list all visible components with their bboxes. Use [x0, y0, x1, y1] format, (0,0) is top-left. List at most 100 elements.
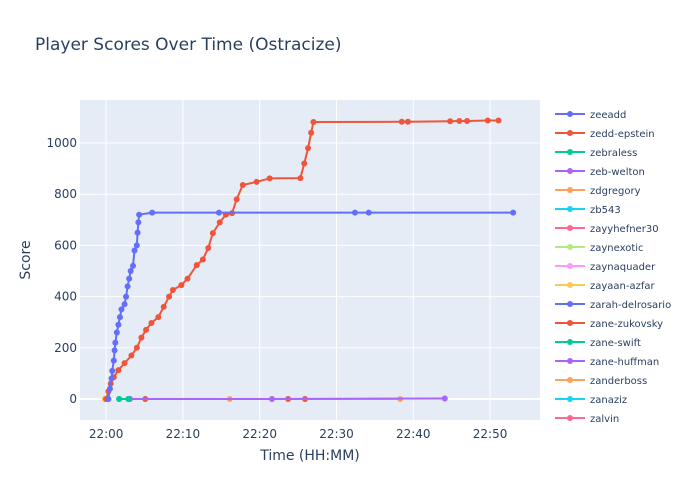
legend-marker-icon	[567, 320, 573, 326]
data-point	[123, 293, 130, 300]
legend-item-zanderboss[interactable]: zanderboss	[555, 376, 647, 387]
y-tick-label: 200	[54, 341, 77, 355]
data-point	[297, 175, 304, 182]
data-point	[305, 145, 312, 152]
data-point	[447, 118, 454, 125]
legend-item-zedd-epstein[interactable]: zedd-epstein	[555, 129, 655, 140]
y-axis-label: Score	[18, 240, 34, 279]
legend-marker-icon	[567, 358, 573, 364]
legend-label: zayyhefner30	[590, 224, 659, 235]
y-tick-label: 400	[54, 290, 77, 304]
data-point	[125, 396, 132, 403]
y-tick-label: 600	[54, 238, 77, 252]
plot-area[interactable]	[80, 100, 540, 420]
data-point	[138, 334, 145, 341]
legend-item-zdgregory[interactable]: zdgregory	[555, 186, 641, 197]
legend-item-zaynexotic[interactable]: zaynexotic	[555, 243, 644, 254]
data-point	[205, 244, 212, 251]
data-point	[308, 129, 315, 136]
data-point	[398, 118, 405, 125]
data-point	[105, 396, 112, 403]
series-line	[129, 397, 445, 401]
legend-item-zalvin[interactable]: zalvin	[555, 414, 619, 425]
legend-item-zarah-delrosario[interactable]: zarah-delrosario	[555, 300, 671, 311]
data-point	[484, 117, 491, 124]
legend-item-zeeadd[interactable]: zeeadd	[555, 110, 626, 121]
data-point	[178, 282, 185, 289]
data-point	[118, 306, 125, 313]
legend-item-zb543[interactable]: zb543	[555, 205, 621, 216]
data-point	[166, 293, 173, 300]
legend-item-zayaan-azfar[interactable]: zayaan-azfar	[555, 281, 656, 292]
legend-label: zane-swift	[590, 338, 641, 349]
data-point	[301, 160, 308, 167]
legend-marker-icon	[567, 339, 573, 345]
data-point	[233, 196, 240, 203]
legend-label: zanaziz	[590, 395, 627, 406]
data-point	[216, 219, 223, 226]
data-point	[115, 321, 122, 328]
data-point	[351, 209, 358, 216]
series-line	[105, 119, 499, 400]
legend-marker-icon	[567, 396, 573, 402]
data-point	[268, 396, 275, 403]
legend-label: zb543	[590, 205, 621, 216]
data-point	[160, 303, 167, 310]
data-point	[126, 275, 133, 282]
data-point	[365, 209, 372, 216]
legend-item-zaynaquader[interactable]: zaynaquader	[555, 262, 656, 273]
data-point	[136, 211, 143, 218]
data-point	[116, 314, 123, 321]
series-zeeadd	[105, 209, 517, 403]
data-point	[121, 301, 128, 308]
legend-label: zeeadd	[590, 110, 626, 121]
data-point	[112, 339, 119, 346]
data-point	[310, 119, 317, 126]
legend-item-zane-huffman[interactable]: zane-huffman	[555, 357, 659, 368]
legend-label: zane-huffman	[590, 357, 659, 368]
data-point	[113, 329, 120, 336]
data-point	[155, 314, 162, 321]
data-point	[149, 209, 156, 216]
data-point	[266, 175, 273, 182]
data-point	[184, 275, 191, 282]
y-tick-label: 1000	[46, 136, 77, 150]
legend-item-zayyhefner30[interactable]: zayyhefner30	[555, 224, 659, 235]
data-point	[135, 219, 142, 226]
data-point	[464, 117, 471, 124]
legend-label: zayaan-azfar	[590, 281, 656, 292]
legend-label: zanderboss	[590, 376, 647, 387]
data-point	[193, 262, 200, 269]
x-tick-label: 22:20	[242, 427, 277, 441]
legend-item-zane-swift[interactable]: zane-swift	[555, 338, 641, 349]
legend-item-zeb-welton[interactable]: zeb-welton	[555, 167, 645, 178]
legend-label: zalvin	[590, 414, 619, 425]
data-point	[456, 117, 463, 124]
legend-label: zaynexotic	[590, 243, 644, 254]
chart-title: Player Scores Over Time (Ostracize)	[35, 35, 342, 55]
data-point	[110, 357, 117, 364]
legend-marker-icon	[567, 206, 573, 212]
legend-item-zanaziz[interactable]: zanaziz	[555, 395, 627, 406]
legend-marker-icon	[567, 111, 573, 117]
legend-marker-icon	[567, 244, 573, 250]
data-point	[239, 181, 246, 188]
data-point	[253, 178, 260, 185]
data-point	[116, 396, 123, 403]
data-point	[106, 385, 113, 392]
x-tick-label: 22:40	[396, 427, 431, 441]
legend-label: zedd-epstein	[590, 129, 655, 140]
data-point	[121, 360, 128, 367]
data-point	[108, 375, 115, 382]
legend-item-zebraless[interactable]: zebraless	[555, 148, 637, 159]
data-point	[495, 117, 502, 124]
data-point	[124, 283, 131, 290]
data-point	[109, 367, 116, 374]
data-point	[215, 209, 222, 216]
legend-marker-icon	[567, 168, 573, 174]
legend-marker-icon	[567, 130, 573, 136]
legend-label: zane-zukovsky	[590, 319, 663, 330]
legend-item-zane-zukovsky[interactable]: zane-zukovsky	[555, 319, 663, 330]
legend-marker-icon	[567, 377, 573, 383]
